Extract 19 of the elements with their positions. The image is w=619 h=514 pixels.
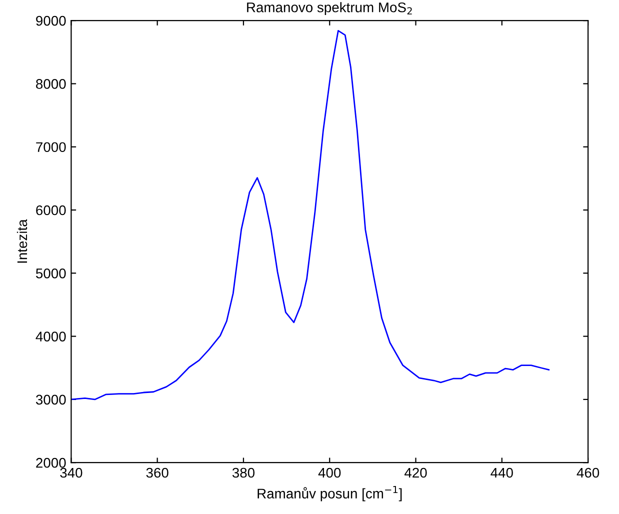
chart-title: Ramanovo spektrum MoS$_{2}$ [247,2,412,16]
x-tick-label: 440 [490,468,513,478]
x-tick-label: 460 [576,468,600,478]
y-tick-label: 5000 [36,268,66,278]
x-tick-label: 400 [318,468,341,478]
line-series [71,30,550,400]
y-axis-title: Intezita [16,219,28,263]
x-tick-label: 340 [60,468,82,478]
y-tick-label: 3000 [36,394,66,405]
x-axis-title: Ramanův posun [cm$^{−1}$] [258,486,402,502]
x-tick-label: 360 [146,468,168,478]
y-tick-label: 7000 [36,142,66,152]
x-tick-label: 420 [404,468,427,478]
y-tick-label: 4000 [36,332,66,342]
y-tick-label: 2000 [36,458,66,468]
y-tick-label: 8000 [36,79,66,89]
y-tick-label: 6000 [36,205,66,216]
x-tick-label: 380 [232,468,255,478]
y-tick-label: 9000 [36,16,66,26]
